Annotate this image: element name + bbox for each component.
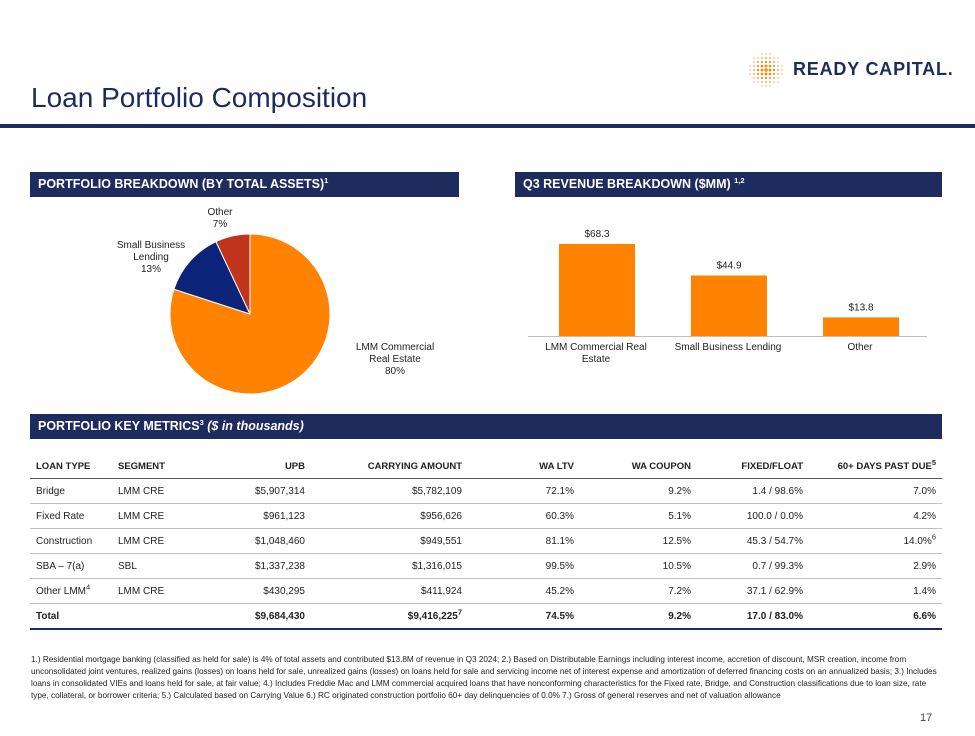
cell-segment: LMM CRE [112,503,219,529]
cell-total-ltv: 74.5% [468,603,580,630]
bar-other [823,317,899,336]
cell-loan-type: Other LMM4 [30,578,112,604]
title-divider [0,124,975,128]
cell-total-upb: $9,684,430 [219,603,311,630]
cell-upb: $1,048,460 [219,528,311,554]
col-wa-coupon: WA COUPON [580,455,697,479]
portfolio-pie-chart [169,233,331,395]
col-upb: UPB [219,455,311,479]
cell-wa-coupon: 9.2% [580,478,697,504]
cell-loan-type: Bridge [30,478,112,504]
cell-wa-ltv: 60.3% [468,503,580,529]
cell-segment: LMM CRE [112,578,219,604]
cell-loan-type: Fixed Rate [30,503,112,529]
cell-total-fixed-float: 17.0 / 83.0% [697,603,809,630]
col-wa-ltv: WA LTV [468,455,580,479]
pie-label-small-business: Small Business Lending 13% [116,240,186,275]
cell-wa-coupon: 10.5% [580,553,697,579]
cell-segment: LMM CRE [112,528,219,554]
cell-total-past-due: 6.6% [809,603,942,630]
table-row: Construction LMM CRE $1,048,460 $949,551 81.… [30,528,942,554]
cell-carrying-amount: $5,782,109 [311,478,468,504]
cell-wa-ltv: 81.1% [468,528,580,554]
ready-capital-logo-icon [749,53,783,87]
footnote: 1.) Residential mortgage banking (classi… [31,655,937,700]
revenue-breakdown-heading: Q3 REVENUE BREAKDOWN ($MM) 1,2 [515,172,942,197]
bar-small-business [691,275,767,336]
col-fixed-float: FIXED/FLOAT [697,455,809,479]
cell-segment: LMM CRE [112,478,219,504]
cell-past-due: 4.2% [809,503,942,529]
cell-upb: $430,295 [219,578,311,604]
cell-upb: $5,907,314 [219,478,311,504]
col-past-due: 60+ DAYS PAST DUE5 [809,455,942,479]
cell-loan-type: Construction [30,528,112,554]
bar-category-other: Other [847,342,873,353]
col-carrying-amount: CARRYING AMOUNT [311,455,468,479]
col-loan-type: LOAN TYPE [30,455,112,479]
cell-wa-ltv: 72.1% [468,478,580,504]
cell-segment: SBL [112,553,219,579]
cell-fixed-float: 100.0 / 0.0% [697,503,809,529]
cell-wa-coupon: 12.5% [580,528,697,554]
key-metrics-table: LOAN TYPE SEGMENT UPB CARRYING AMOUNT WA… [30,455,942,630]
pie-label-other: Other 7% [207,207,233,230]
cell-total-carrying: $9,416,2257 [311,603,468,630]
pie-label-lmm: LMM Commercial Real Estate 80% [355,342,435,377]
bar-lmm [559,244,635,336]
cell-total-coupon: 9.2% [580,603,697,630]
cell-past-due: 2.9% [809,553,942,579]
cell-fixed-float: 1.4 / 98.6% [697,478,809,504]
pie-slice-other [215,233,251,315]
cell-past-due: 14.0%6 [809,528,942,554]
table-row: Fixed Rate LMM CRE $961,123 $956,626 60.3% 5.… [30,503,942,529]
col-segment: SEGMENT [112,455,219,479]
table-total-row: Total $9,684,430 $9,416,2257 74.5% 9.2% 17.0 … [30,603,942,630]
cell-upb: $1,337,238 [219,553,311,579]
portfolio-breakdown-heading: PORTFOLIO BREAKDOWN (BY TOTAL ASSETS)1 [30,172,459,197]
bar-value-lmm: $68.3 [584,229,609,240]
cell-total-label: Total [30,603,112,630]
table-header-row: LOAN TYPE SEGMENT UPB CARRYING AMOUNT WA… [30,455,942,479]
cell-wa-ltv: 45.2% [468,578,580,604]
page-title: Loan Portfolio Composition [31,82,368,113]
bar-category-lmm: LMM Commercial Real Estate [545,342,647,365]
bar-category-sbl: Small Business Lending [674,342,782,353]
table-row: Bridge LMM CRE $5,907,314 $5,782,109 72.1% 9.… [30,478,942,504]
cell-upb: $961,123 [219,503,311,529]
cell-carrying-amount: $411,924 [311,578,468,604]
table-row: Other LMM4 LMM CRE $430,295 $411,924 45.2% 7.… [30,578,942,604]
cell-wa-coupon: 7.2% [580,578,697,604]
cell-carrying-amount: $949,551 [311,528,468,554]
cell-wa-coupon: 5.1% [580,503,697,529]
cell-fixed-float: 37.1 / 62.9% [697,578,809,604]
cell-total-segment [112,603,219,630]
cell-past-due: 7.0% [809,478,942,504]
table-row: SBA – 7(a) SBL $1,337,238 $1,316,015 99.5% 10… [30,553,942,579]
page-number: 17 [920,712,933,724]
cell-past-due: 1.4% [809,578,942,604]
bar-value-small-business: $44.9 [716,261,741,272]
revenue-bar-chart: $68.3 $44.9 $13.8 [528,229,927,337]
cell-fixed-float: 45.3 / 54.7% [697,528,809,554]
cell-loan-type: SBA – 7(a) [30,553,112,579]
cell-carrying-amount: $956,626 [311,503,468,529]
pie-slice-small-business [173,240,251,315]
bar-value-other: $13.8 [848,302,873,313]
cell-fixed-float: 0.7 / 99.3% [697,553,809,579]
key-metrics-heading: PORTFOLIO KEY METRICS3 ($ in thousands) [30,414,942,439]
brand-name: READY CAPITAL. [793,59,954,79]
cell-wa-ltv: 99.5% [468,553,580,579]
cell-carrying-amount: $1,316,015 [311,553,468,579]
